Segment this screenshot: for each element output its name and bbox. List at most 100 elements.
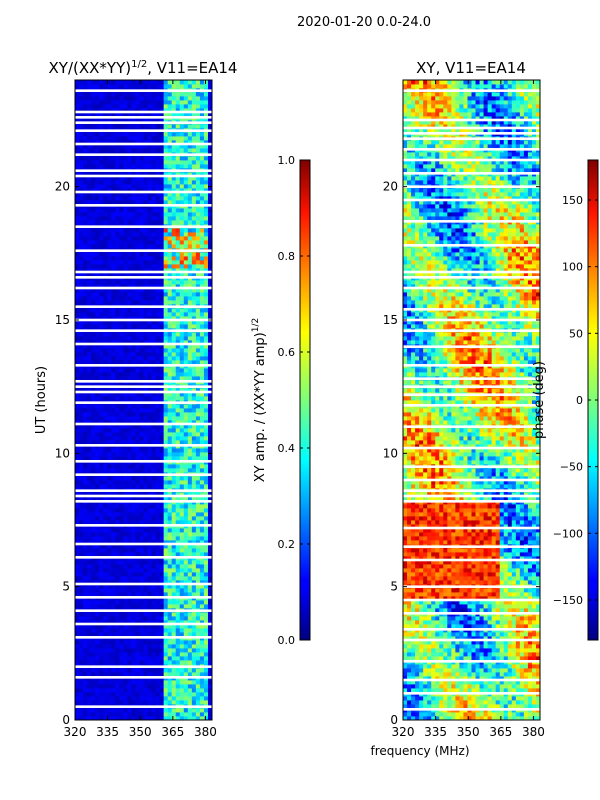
heatmap-cell xyxy=(179,696,185,701)
heatmap-cell xyxy=(167,468,173,473)
heatmap-cell xyxy=(195,716,201,720)
heatmap-cell xyxy=(175,368,181,373)
heatmap-cell xyxy=(191,436,197,441)
heatmap-cell xyxy=(187,388,193,393)
heatmap-cell xyxy=(119,196,124,201)
heatmap-cell xyxy=(115,632,120,637)
heatmap-cell xyxy=(151,620,156,625)
heatmap-cell xyxy=(203,396,209,401)
heatmap-cell xyxy=(119,256,124,261)
heatmap-cell xyxy=(207,348,212,353)
heatmap-cell xyxy=(179,256,185,261)
heatmap-cell xyxy=(95,140,100,145)
heatmap-cell xyxy=(199,140,205,145)
heatmap-cell xyxy=(79,516,84,521)
heatmap-cell xyxy=(119,660,124,665)
heatmap-cell xyxy=(143,200,148,205)
heatmap-cell xyxy=(207,424,212,429)
heatmap-cell xyxy=(163,620,169,625)
heatmap-cell xyxy=(135,696,140,701)
heatmap-cell xyxy=(119,320,124,325)
heatmap-cell xyxy=(143,192,148,197)
heatmap-cell xyxy=(95,260,100,265)
heatmap-cell xyxy=(107,412,112,417)
heatmap-cell xyxy=(167,708,173,713)
heatmap-cell xyxy=(159,648,165,653)
heatmap-cell xyxy=(135,296,140,301)
heatmap-cell xyxy=(91,560,96,565)
heatmap-cell xyxy=(203,156,209,161)
heatmap-cell xyxy=(163,716,169,720)
heatmap-cell xyxy=(195,184,201,189)
heatmap-cell xyxy=(95,356,100,361)
heatmap-cell xyxy=(151,420,156,425)
heatmap-cell xyxy=(79,348,84,353)
heatmap-cell xyxy=(159,660,165,665)
heatmap-cell xyxy=(119,316,124,321)
heatmap-cell xyxy=(171,160,177,165)
heatmap-cell xyxy=(107,564,112,569)
heatmap-cell xyxy=(147,484,152,489)
heatmap-cell xyxy=(123,616,128,621)
heatmap-cell xyxy=(207,464,212,469)
heatmap-cell xyxy=(147,396,152,401)
heatmap-cell xyxy=(87,456,92,461)
heatmap-cell xyxy=(179,576,185,581)
heatmap-cell xyxy=(179,456,185,461)
heatmap-cell xyxy=(199,620,205,625)
heatmap-cell xyxy=(199,668,205,673)
heatmap-cell xyxy=(127,296,132,301)
heatmap-cell xyxy=(91,256,96,261)
heatmap-cell xyxy=(103,468,108,473)
heatmap-cell xyxy=(187,600,193,605)
heatmap-cell xyxy=(107,496,112,501)
heatmap-cell xyxy=(139,268,144,273)
heatmap-cell xyxy=(79,468,84,473)
heatmap-cell xyxy=(155,148,161,153)
heatmap-cell xyxy=(159,344,165,349)
heatmap-cell xyxy=(143,404,148,409)
heatmap-cell xyxy=(199,360,205,365)
heatmap-cell xyxy=(167,260,173,265)
heatmap-cell xyxy=(95,216,100,221)
heatmap-cell xyxy=(203,184,209,189)
heatmap-cell xyxy=(195,612,201,617)
heatmap-cell xyxy=(107,684,112,689)
heatmap-cell xyxy=(127,588,132,593)
heatmap-cell xyxy=(107,504,112,509)
heatmap-cell xyxy=(163,200,169,205)
heatmap-cell xyxy=(87,708,92,713)
heatmap-cell xyxy=(143,284,148,289)
heatmap-cell xyxy=(187,432,193,437)
heatmap-cell xyxy=(79,424,84,429)
heatmap-cell xyxy=(111,188,116,193)
heatmap-cell xyxy=(75,688,80,693)
heatmap-cell xyxy=(159,452,165,457)
heatmap-cell xyxy=(203,208,209,213)
heatmap-cell xyxy=(163,348,169,353)
heatmap-cell xyxy=(135,312,140,317)
heatmap-cell xyxy=(187,376,193,381)
heatmap-cell xyxy=(75,480,80,485)
heatmap-cell xyxy=(111,628,116,633)
heatmap-cell xyxy=(183,484,189,489)
heatmap-cell xyxy=(87,280,92,285)
heatmap-cell xyxy=(95,428,100,433)
heatmap-cell xyxy=(183,340,189,345)
heatmap-cell xyxy=(207,140,212,145)
heatmap-cell xyxy=(199,420,205,425)
heatmap-cell xyxy=(119,216,124,221)
heatmap-cell xyxy=(99,176,104,181)
heatmap-cell xyxy=(79,592,84,597)
heatmap-cell xyxy=(191,352,197,357)
heatmap-cell xyxy=(119,352,124,357)
heatmap-cell xyxy=(99,408,104,413)
heatmap-cell xyxy=(167,164,173,169)
heatmap-cell xyxy=(207,288,212,293)
heatmap-cell xyxy=(195,568,201,573)
heatmap-cell xyxy=(87,196,92,201)
heatmap-cell xyxy=(163,372,169,377)
heatmap-cell xyxy=(195,436,201,441)
heatmap-cell xyxy=(103,528,108,533)
heatmap-cell xyxy=(151,416,156,421)
